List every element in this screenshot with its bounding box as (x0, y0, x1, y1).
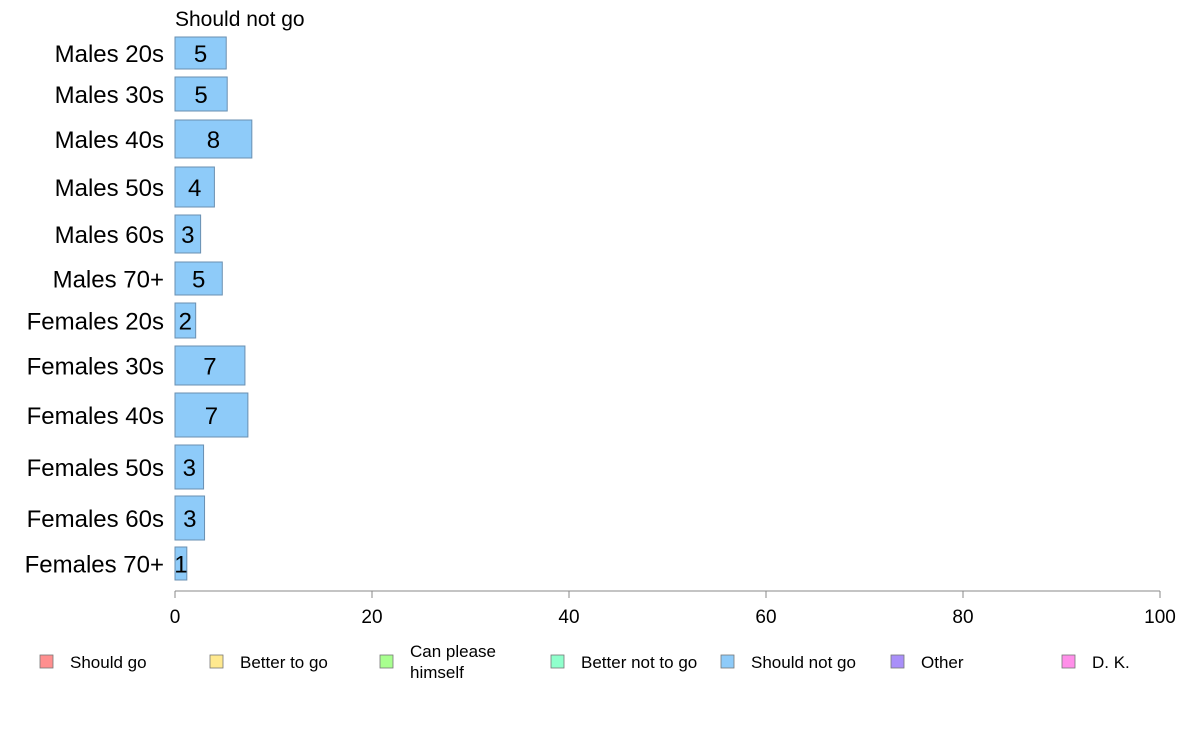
x-tick-label: 40 (558, 607, 579, 628)
legend-swatch (890, 654, 905, 669)
value-label: 5 (192, 267, 205, 294)
value-label: 7 (203, 354, 216, 381)
bar-row: Males 40s 8 (55, 119, 253, 159)
value-label: 7 (205, 403, 218, 430)
category-label: Males 60s (55, 222, 164, 249)
category-label: Males 40s (55, 127, 164, 154)
bar-row: Males 30s 5 (55, 76, 228, 112)
legend-label: D. K. (1092, 653, 1130, 672)
bars-group: Males 20s 5 Males 30s 5 Males 40s 8 Males 50s 4… (25, 36, 253, 581)
category-label: Females 70+ (25, 552, 164, 579)
bar-row: Males 50s 4 (55, 166, 215, 208)
bar-row: Males 20s 5 (55, 36, 227, 70)
legend-item: D. K. (1061, 653, 1130, 672)
bar-row: Females 60s 3 (27, 495, 206, 541)
legend-swatch (209, 654, 224, 669)
category-label: Females 50s (27, 455, 164, 482)
value-label: 8 (207, 127, 220, 154)
bar (174, 345, 246, 386)
legend-item: Can please himself (379, 642, 496, 682)
bar-row: Males 70+ 5 (53, 261, 223, 296)
bar (174, 495, 206, 541)
bar (174, 214, 202, 254)
legend-swatch (720, 654, 735, 669)
value-label: 3 (183, 506, 196, 533)
category-label: Males 30s (55, 82, 164, 109)
bar-row: Females 30s 7 (27, 345, 246, 386)
x-tick-label: 80 (952, 607, 973, 628)
legend-label: Better not to go (581, 653, 697, 672)
x-tick-label: 100 (1144, 607, 1176, 628)
legend-swatch (39, 654, 54, 669)
category-label: Females 40s (27, 403, 164, 430)
value-label: 1 (174, 552, 187, 579)
bar-row: Females 20s 2 (27, 302, 197, 339)
bar-row: Females 50s 3 (27, 444, 205, 490)
bar (174, 546, 188, 581)
value-label: 3 (181, 222, 194, 249)
value-label: 3 (183, 455, 196, 482)
bar (174, 166, 215, 208)
legend-label: Should go (70, 653, 147, 672)
x-tick-label: 60 (755, 607, 776, 628)
bar-row: Females 70+ 1 (25, 546, 188, 581)
value-label: 5 (194, 82, 207, 109)
bar (174, 261, 223, 296)
bar (174, 392, 249, 438)
category-label: Females 30s (27, 354, 164, 381)
chart-title: Should not go (175, 8, 305, 31)
x-tick-label: 0 (170, 607, 181, 628)
legend-swatch (379, 654, 394, 669)
category-label: Females 20s (27, 309, 164, 336)
bar (174, 444, 205, 490)
x-axis: 0 20 40 60 80 100 (170, 590, 1176, 628)
legend-item: Better to go (209, 653, 328, 672)
legend: Should go Better to go Can please himself Be… (39, 642, 1130, 682)
bar-row: Females 40s 7 (27, 392, 249, 438)
legend-item: Should not go (720, 653, 856, 672)
category-label: Females 60s (27, 506, 164, 533)
bar (174, 119, 253, 159)
legend-item: Should go (39, 653, 147, 672)
value-label: 5 (194, 41, 207, 68)
category-label: Males 50s (55, 175, 164, 202)
value-label: 2 (179, 309, 192, 336)
category-label: Males 20s (55, 41, 164, 68)
legend-item: Other (890, 653, 964, 672)
legend-swatch (1061, 654, 1076, 669)
legend-item: Better not to go (550, 653, 697, 672)
bar-row: Males 60s 3 (55, 214, 202, 254)
legend-label: himself (410, 663, 464, 682)
legend-label: Can please (410, 642, 496, 661)
value-label: 4 (188, 175, 201, 202)
legend-swatch (550, 654, 565, 669)
bar (174, 76, 228, 112)
legend-label: Should not go (751, 653, 856, 672)
x-tick-label: 20 (361, 607, 382, 628)
legend-label: Other (921, 653, 964, 672)
bar (174, 36, 227, 70)
category-label: Males 70+ (53, 267, 164, 294)
bar (174, 302, 197, 339)
legend-label: Better to go (240, 653, 328, 672)
